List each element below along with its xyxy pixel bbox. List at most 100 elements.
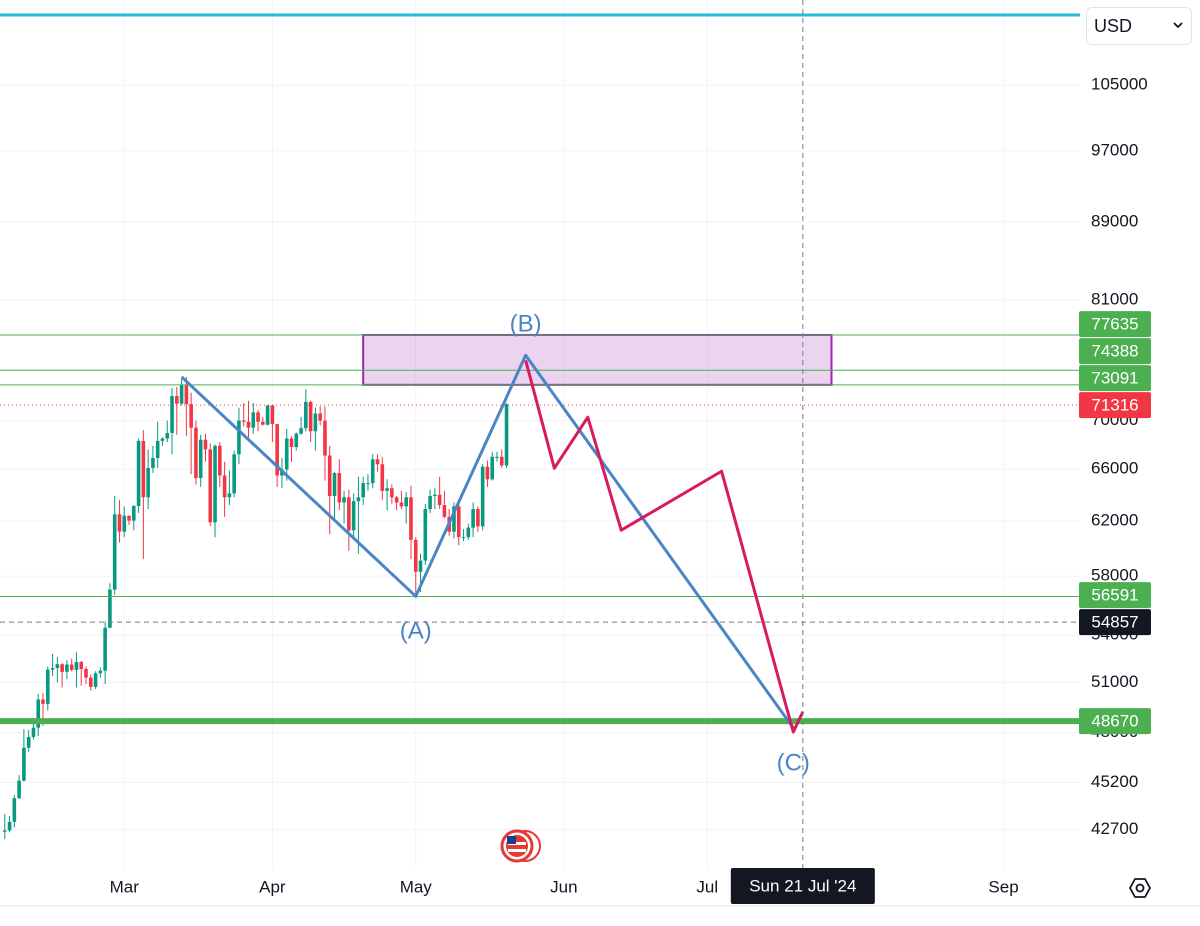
candle-body — [351, 501, 356, 531]
price-badge — [1079, 582, 1151, 609]
candle-body — [184, 384, 189, 405]
candle-body — [218, 445, 222, 476]
x-tick-label: Sep — [988, 877, 1018, 896]
price-badge-label: 54857 — [1091, 613, 1138, 632]
price-badge-label: 73091 — [1091, 369, 1138, 388]
x-tick-label: Mar — [110, 877, 140, 896]
candle-body — [146, 467, 150, 498]
candle-body — [318, 413, 322, 421]
price-badge — [1079, 392, 1151, 419]
candle-body — [499, 456, 504, 466]
price-badge — [1079, 311, 1151, 338]
candle-body — [452, 506, 456, 532]
candle-body — [122, 515, 127, 532]
candle-body — [299, 428, 303, 434]
price-badge-label: 74388 — [1091, 342, 1138, 361]
price-badge-label: 77635 — [1091, 315, 1138, 334]
candle-body — [370, 459, 375, 484]
candle-body — [404, 497, 408, 507]
candle-body — [103, 627, 107, 671]
price-badge — [1079, 365, 1151, 392]
candle-body — [26, 736, 31, 748]
candle-body — [261, 421, 265, 425]
candle-body — [160, 438, 165, 441]
candle-body — [471, 509, 475, 528]
candle-body — [476, 509, 480, 527]
candle-body — [194, 427, 198, 479]
candle-body — [375, 459, 380, 465]
candle-body — [480, 466, 485, 527]
candle-body — [175, 396, 179, 404]
candle-body — [347, 497, 351, 531]
x-tick-label: Apr — [259, 877, 286, 896]
candle-body — [108, 589, 112, 628]
candle-body — [456, 506, 461, 538]
candle-body — [17, 780, 21, 799]
candle-body — [117, 514, 122, 532]
candle-body — [304, 401, 308, 429]
y-tick-label: 62000 — [1091, 510, 1138, 529]
x-tick-label: Jun — [550, 877, 577, 896]
candle-body — [12, 798, 17, 822]
x-tick-label: May — [400, 877, 433, 896]
candle-body — [155, 440, 160, 459]
candle-body — [127, 515, 131, 521]
candle-body — [45, 669, 50, 704]
candle-body — [418, 560, 423, 572]
price-badge-label: 56591 — [1091, 586, 1138, 605]
candle-body — [69, 664, 74, 670]
candle-body — [213, 445, 217, 523]
candle-body — [380, 464, 385, 491]
candle-body — [222, 475, 227, 498]
candle-body — [36, 699, 41, 728]
candle-body — [88, 677, 93, 687]
wave-label: (B) — [510, 311, 542, 338]
candle-body — [31, 727, 36, 737]
price-badge-label: 71316 — [1091, 396, 1138, 415]
candle-body — [366, 483, 370, 485]
candle-body — [136, 440, 141, 507]
crosshair-date-box — [730, 868, 875, 904]
candle-body — [179, 384, 184, 404]
candle-body — [241, 420, 246, 422]
price-badge — [1079, 609, 1151, 636]
candle-body — [327, 455, 332, 496]
candle-body — [409, 497, 413, 540]
candle-body — [284, 438, 289, 470]
candle-body — [394, 497, 399, 503]
candle-body — [237, 420, 241, 455]
x-tick-label: Jul — [696, 877, 718, 896]
candle-body — [399, 502, 404, 507]
candle-body — [50, 668, 55, 670]
y-tick-label: 97000 — [1091, 140, 1138, 159]
y-tick-label: 66000 — [1091, 459, 1138, 478]
candle-body — [74, 661, 79, 670]
price-badge — [1079, 338, 1151, 365]
candle-body — [65, 664, 69, 672]
axes: 4270045200480005100054000580006200066000… — [0, 75, 1200, 907]
candle-body — [84, 668, 88, 678]
candle-body — [208, 449, 213, 523]
price-badge-label: 48670 — [1091, 712, 1138, 731]
candle-body — [265, 405, 270, 425]
candle-body — [495, 456, 499, 458]
currency-select[interactable]: USD — [1086, 7, 1192, 45]
candle-body — [423, 509, 428, 561]
candle-body — [490, 456, 495, 480]
candle-body — [466, 527, 471, 538]
y-tick-label: 45200 — [1091, 772, 1138, 791]
candle-body — [198, 439, 203, 479]
candle-body — [294, 433, 299, 447]
currency-label: USD — [1094, 15, 1133, 36]
candle-body — [461, 537, 466, 539]
candle-body — [433, 494, 437, 496]
candle-body — [60, 664, 64, 672]
candle-body — [413, 539, 418, 572]
settings-icon[interactable] — [1128, 878, 1152, 898]
zone-box — [362, 333, 833, 386]
candle-body — [189, 404, 193, 428]
candle-body — [504, 404, 509, 466]
candle-body — [313, 413, 318, 432]
candle-body — [361, 483, 365, 498]
